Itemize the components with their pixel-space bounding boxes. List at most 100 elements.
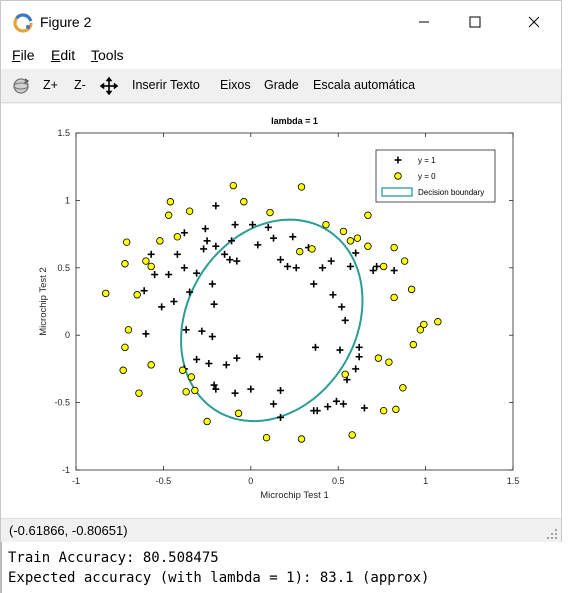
data-point-positive	[339, 400, 347, 408]
data-point-negative	[185, 207, 194, 215]
data-point-negative	[182, 388, 190, 396]
data-point-negative	[147, 361, 155, 369]
data-point-negative	[203, 417, 211, 426]
data-point-negative	[374, 354, 383, 362]
data-point-negative	[416, 326, 425, 334]
data-point-negative	[379, 406, 388, 415]
insert-text-button[interactable]: Inserir Texto	[132, 78, 200, 92]
console-left-border	[0, 542, 2, 593]
data-point-positive	[247, 385, 255, 393]
data-point-negative	[434, 318, 442, 326]
data-point-negative	[147, 262, 155, 271]
menu-edit-accel: E	[51, 47, 61, 63]
data-point-negative	[390, 293, 398, 302]
data-point-positive	[208, 280, 216, 288]
zoom-in-button[interactable]: Z+	[43, 78, 58, 92]
data-point-positive	[289, 233, 297, 241]
close-button[interactable]	[511, 1, 557, 43]
data-point-negative	[348, 431, 356, 439]
data-point-negative	[346, 237, 355, 245]
data-point-positive	[140, 287, 148, 295]
data-point-negative	[142, 257, 150, 265]
data-point-positive	[318, 264, 326, 272]
y-tick-label: 0.5	[57, 263, 70, 273]
axes-button[interactable]: Eixos	[220, 78, 251, 92]
x-tick-label: -0.5	[156, 476, 172, 486]
command-window-output: Train Accuracy: 80.508475 Expected accur…	[0, 542, 568, 593]
data-point-positive	[170, 298, 178, 305]
data-point-positive	[270, 234, 278, 242]
data-point-positive	[369, 266, 377, 274]
data-point-negative	[121, 343, 129, 352]
data-point-positive	[324, 403, 332, 411]
data-point-negative	[262, 433, 271, 442]
menu-file[interactable]: File	[12, 47, 35, 63]
data-point-negative	[124, 326, 133, 334]
x-tick-label: 0.5	[332, 476, 345, 486]
data-point-positive	[338, 303, 346, 311]
figure-window: Figure 2 File Edit Tools Z+ Z-	[0, 0, 562, 542]
data-point-positive	[198, 327, 206, 335]
legend-line	[381, 187, 413, 197]
data-point-negative	[229, 181, 238, 190]
cursor-coordinates: (-0.61866, -0.80651)	[9, 523, 128, 538]
data-point-positive	[327, 257, 335, 265]
data-point-positive	[390, 266, 398, 274]
menu-tools-accel: T	[91, 47, 98, 63]
data-point-positive	[182, 326, 190, 334]
data-point-positive	[231, 389, 239, 397]
data-point-positive	[142, 330, 150, 338]
data-point-negative	[296, 247, 304, 256]
scatter-plot[interactable]: -1 -0.5 0 0.5 1 1.5 -1 -0.5 0 0.5 1 1.5 lambda = 1 Mi…	[1, 104, 561, 518]
data-point-negative	[308, 245, 316, 253]
data-point-positive	[310, 280, 318, 288]
title-bar[interactable]: Figure 2	[1, 1, 561, 43]
x-tick-label: -1	[72, 476, 80, 486]
menu-tools[interactable]: Tools	[91, 47, 124, 63]
data-point-positive	[277, 413, 285, 421]
menu-file-accel: F	[12, 47, 21, 63]
data-point-positive	[341, 316, 349, 324]
data-point-positive	[210, 381, 218, 389]
chart-title: lambda = 1	[271, 116, 318, 126]
train-accuracy-line: Train Accuracy: 80.508475	[8, 550, 219, 566]
pan-move-icon[interactable]	[98, 75, 120, 97]
data-point-positive	[292, 264, 300, 272]
legend-label: y = 0	[418, 172, 436, 181]
data-point-positive	[193, 269, 201, 277]
data-point-negative	[339, 227, 348, 236]
data-point-positive	[332, 397, 340, 405]
data-point-positive	[311, 343, 319, 351]
resize-grip-icon[interactable]	[547, 529, 557, 539]
data-point-negative	[420, 320, 428, 329]
autoscale-button[interactable]: Escala automática	[313, 78, 416, 92]
rotate-3d-icon[interactable]	[10, 75, 32, 97]
data-point-positive	[277, 386, 285, 394]
data-point-negative	[390, 243, 398, 252]
data-point-positive	[221, 250, 229, 258]
data-point-negative	[102, 289, 110, 298]
data-point-negative	[364, 211, 372, 219]
expected-accuracy-line: Expected accuracy (with lambda = 1): 83.…	[8, 570, 430, 586]
data-point-negative	[164, 211, 173, 219]
data-point-positive	[233, 354, 241, 362]
zoom-out-button[interactable]: Z-	[74, 78, 86, 92]
data-point-negative	[156, 237, 164, 245]
status-bar: (-0.61866, -0.80651)	[1, 518, 561, 542]
y-tick-label: 0	[65, 330, 70, 340]
data-point-positive	[284, 262, 292, 270]
minimize-button[interactable]	[401, 1, 447, 43]
menu-edit[interactable]: Edit	[51, 47, 75, 63]
maximize-button[interactable]	[452, 1, 498, 43]
data-point-positive	[233, 257, 241, 265]
close-icon	[528, 16, 540, 28]
data-point-positive	[180, 264, 188, 272]
grid-button[interactable]: Grade	[264, 78, 299, 92]
data-point-positive	[205, 360, 213, 368]
data-point-positive	[193, 355, 201, 363]
figure-canvas[interactable]: -1 -0.5 0 0.5 1 1.5 -1 -0.5 0 0.5 1 1.5 lambda = 1 Mi…	[1, 104, 561, 518]
data-point-positive	[212, 385, 220, 393]
data-point-positive	[352, 249, 360, 257]
data-point-positive	[147, 250, 155, 258]
data-point-positive	[313, 407, 321, 415]
